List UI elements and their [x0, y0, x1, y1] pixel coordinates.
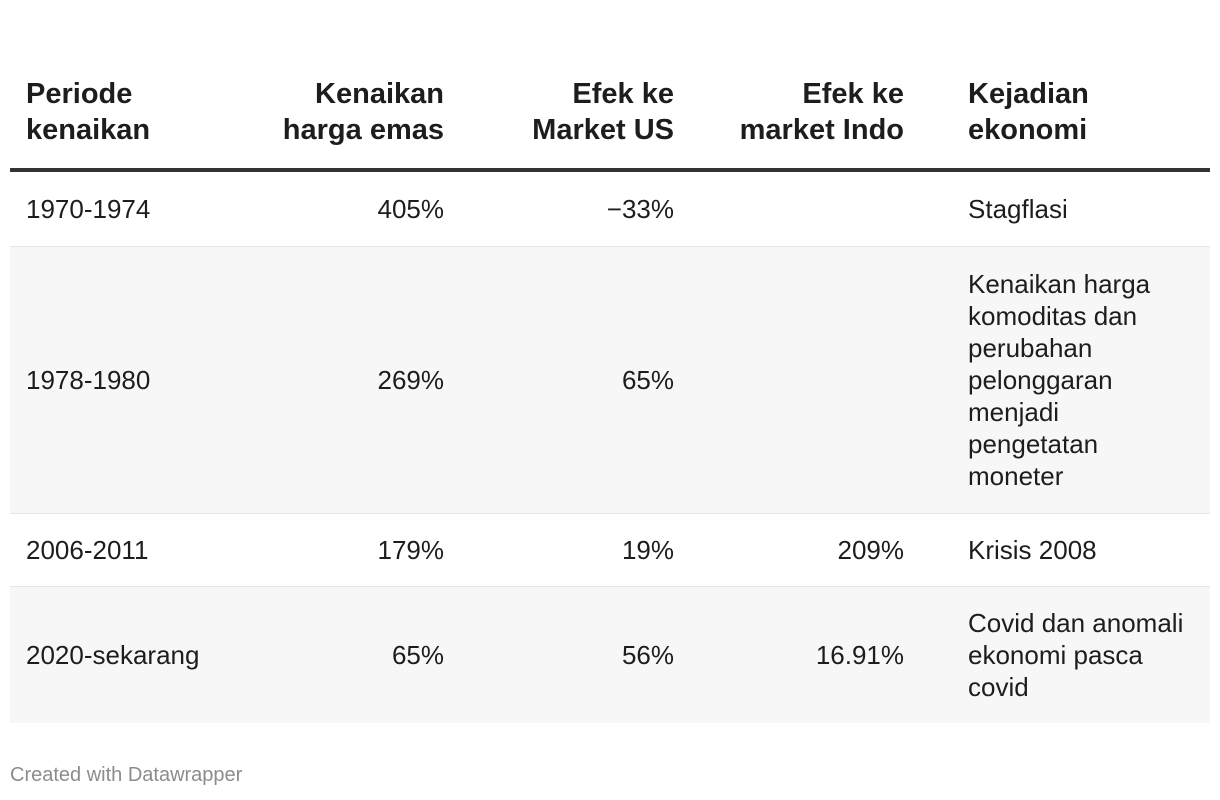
cell-kenaikan-emas: 65%	[230, 586, 460, 723]
table-row: 1970-1974 405% −33% Stagflasi	[10, 170, 1210, 247]
cell-market-indo	[690, 170, 920, 247]
cell-market-us: 65%	[460, 246, 690, 514]
cell-kenaikan-emas: 269%	[230, 246, 460, 514]
cell-kenaikan-emas: 405%	[230, 170, 460, 247]
cell-kejadian: Stagflasi	[920, 170, 1210, 247]
cell-kejadian: Covid dan anomali ekonomi pasca covid	[920, 586, 1210, 723]
cell-market-us: 56%	[460, 586, 690, 723]
cell-periode: 2020-sekarang	[10, 586, 230, 723]
cell-kenaikan-emas: 179%	[230, 513, 460, 587]
table-row: 2006-2011 179% 19% 209% Krisis 2008	[10, 513, 1210, 587]
cell-market-indo: 16.91%	[690, 586, 920, 723]
table-row: 1978-1980 269% 65% Kenaikan harga komodi…	[10, 246, 1210, 514]
cell-kejadian: Krisis 2008	[920, 513, 1210, 587]
header-row: Periode kenaikan Kenaikan harga emas Efe…	[10, 0, 1210, 172]
cell-periode: 1970-1974	[10, 170, 230, 247]
column-header-market-indo: Efek ke market Indo	[690, 0, 920, 172]
cell-kejadian: Kenaikan harga komoditas dan perubahan p…	[920, 246, 1210, 514]
table-container: Periode kenaikan Kenaikan harga emas Efe…	[10, 0, 1210, 723]
cell-market-indo: 209%	[690, 513, 920, 587]
cell-market-us: −33%	[460, 170, 690, 247]
column-header-kejadian: Kejadian ekonomi	[920, 0, 1210, 172]
footer-credit: Created with Datawrapper	[10, 764, 243, 786]
column-header-market-us: Efek ke Market US	[460, 0, 690, 172]
cell-periode: 1978-1980	[10, 246, 230, 514]
table-row: 2020-sekarang 65% 56% 16.91% Covid dan a…	[10, 586, 1210, 723]
cell-market-us: 19%	[460, 513, 690, 587]
cell-periode: 2006-2011	[10, 513, 230, 587]
cell-market-indo	[690, 246, 920, 514]
column-header-periode: Periode kenaikan	[10, 0, 230, 172]
data-table: Periode kenaikan Kenaikan harga emas Efe…	[10, 0, 1210, 723]
column-header-kenaikan-emas: Kenaikan harga emas	[230, 0, 460, 172]
